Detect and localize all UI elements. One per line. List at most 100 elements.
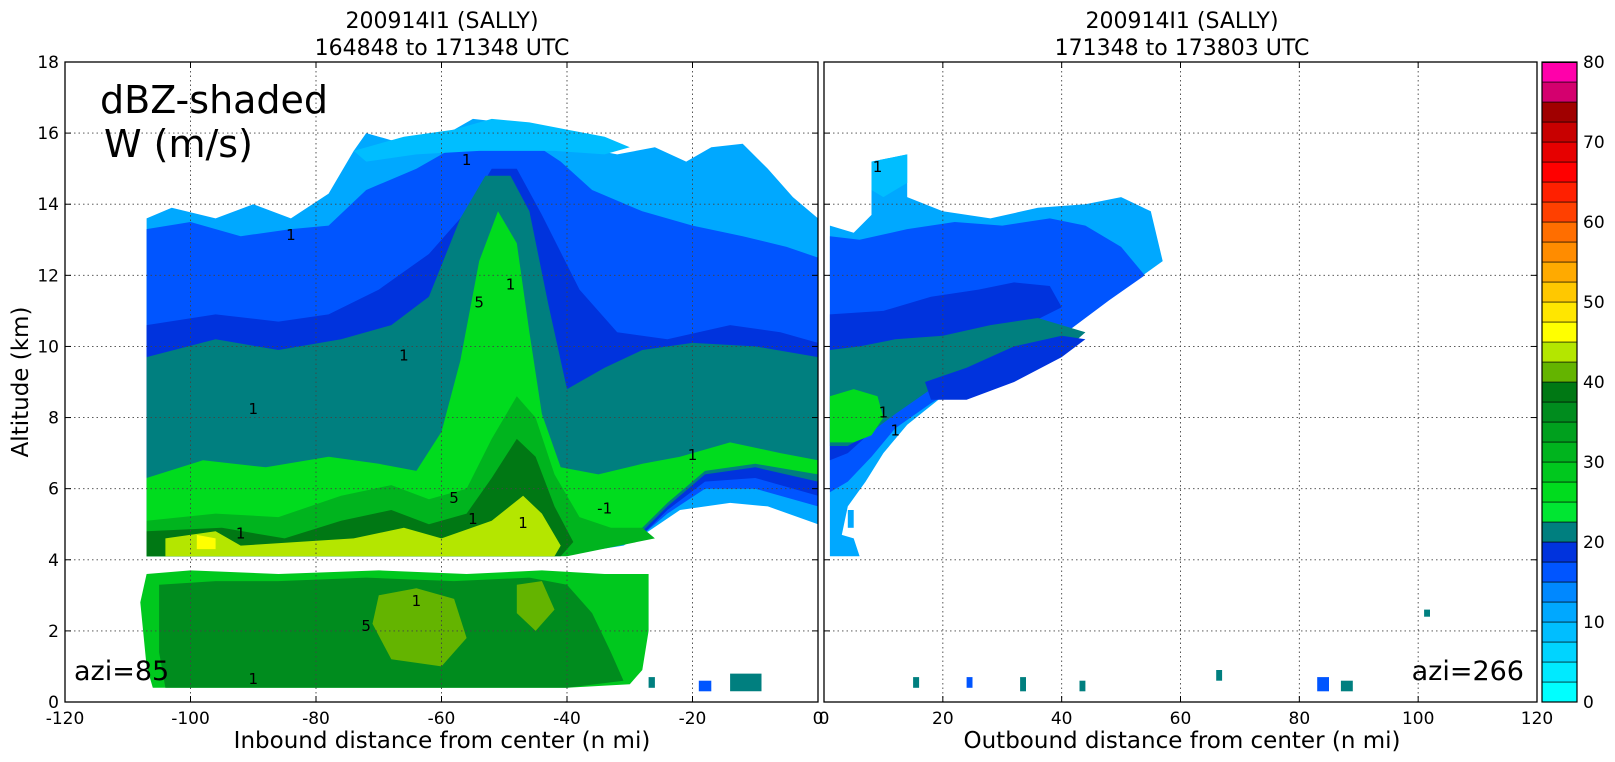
colorbar-cell	[1541, 681, 1578, 703]
colorbar-cell	[1541, 121, 1578, 143]
colorbar-cell	[1541, 461, 1578, 483]
right-x-tick-label: 0	[819, 709, 830, 729]
right-echo-region	[1079, 680, 1086, 692]
colorbar-tick-label: 40	[1583, 373, 1605, 393]
left-contour-label: 5	[474, 293, 484, 311]
colorbar-cell	[1541, 641, 1578, 663]
y-axis-label: Altitude (km)	[8, 307, 34, 458]
colorbar-cell	[1541, 161, 1578, 183]
colorbar-cell	[1541, 361, 1578, 383]
left-echo-region	[146, 211, 819, 557]
right-echo-region	[1424, 609, 1430, 617]
colorbar-cell	[1541, 261, 1578, 283]
outbound-x-axis-label: Outbound distance from center (n mi)	[964, 728, 1401, 754]
colorbar-ticks: 0 10 20 30 40 50 60 70 80	[1583, 53, 1605, 713]
left-contour-label: 1	[412, 592, 422, 610]
colorbar-cell	[1541, 501, 1578, 523]
left-contour-label: 1	[468, 510, 478, 528]
right-x-tick-label: 100	[1402, 709, 1434, 729]
right-x-tick-label: 120	[1521, 709, 1553, 729]
left-contour-label: 1	[506, 276, 516, 294]
colorbar-cell	[1541, 601, 1578, 623]
right-echo-region	[829, 389, 884, 443]
altitude-tick-label: 6	[48, 480, 59, 500]
right-echo-region	[925, 335, 1086, 400]
left-echo-region	[165, 495, 561, 557]
colorbar-cell	[1541, 301, 1578, 323]
altitude-tick-label: 10	[37, 337, 59, 357]
left-echo-region	[730, 673, 762, 692]
right-echo-region	[847, 510, 854, 528]
colorbar-tick-label: 80	[1583, 53, 1605, 73]
left-echo-region	[196, 534, 216, 550]
inbound-grid	[65, 62, 818, 702]
colorbar-cell	[1541, 421, 1578, 443]
colorbar-cell	[1541, 521, 1578, 543]
colorbar-cell	[1541, 181, 1578, 203]
outbound-grid	[824, 62, 1537, 702]
colorbar-cell	[1541, 241, 1578, 263]
altitude-tick-label: 16	[37, 124, 59, 144]
colorbar-cell	[1541, 81, 1578, 103]
left-contour-label: 1	[399, 347, 409, 365]
shading-annotation: dBZ-shaded	[100, 78, 328, 122]
left-x-tick-label: -100	[171, 709, 210, 729]
colorbar-cell	[1541, 541, 1578, 563]
inbound-title-line1: 200914I1 (SALLY)	[345, 9, 538, 34]
colorbar-cell	[1541, 341, 1578, 363]
outbound-x-ticks: 0 20 40 60 80 100 120	[819, 61, 1553, 729]
inbound-panel: 200914I1 (SALLY) 164848 to 171348 UTC 1 1…	[8, 9, 823, 754]
outbound-echo-layer	[829, 154, 1430, 692]
altitude-tick-label: 12	[37, 266, 59, 286]
left-contour-label: 5	[449, 489, 459, 507]
colorbar-cell	[1541, 101, 1578, 123]
right-x-tick-label: 60	[1170, 709, 1192, 729]
left-echo-region	[353, 118, 630, 162]
right-contour-label: 1	[873, 158, 883, 176]
left-x-tick-label: -60	[428, 709, 456, 729]
inbound-azimuth-label: azi=85	[74, 656, 169, 687]
right-echo-region	[913, 677, 920, 688]
right-echo-region	[1020, 677, 1026, 692]
left-contour-label: 1	[688, 446, 698, 464]
colorbar-tick-label: 30	[1583, 453, 1605, 473]
left-contour-label: 1	[248, 670, 258, 688]
left-contour-label: 1	[248, 400, 258, 418]
colorbar-cell	[1541, 141, 1578, 163]
right-x-tick-label: 20	[932, 709, 954, 729]
dbz-colorbar: 0 10 20 30 40 50 60 70 80	[1541, 53, 1605, 713]
altitude-tick-label: 14	[37, 195, 59, 215]
outbound-contour-labels: 111	[873, 158, 900, 439]
colorbar-cell	[1541, 401, 1578, 423]
left-echo-region	[648, 677, 655, 688]
left-echo-region	[372, 588, 467, 667]
altitude-tick-label: 4	[48, 551, 59, 571]
right-x-tick-label: 40	[1051, 709, 1073, 729]
colorbar-cells	[1541, 61, 1578, 703]
colorbar-cell	[1541, 661, 1578, 683]
outbound-title-line1: 200914I1 (SALLY)	[1085, 9, 1278, 34]
altitude-tick-label: 0	[48, 693, 59, 713]
left-contour-label: 1	[462, 151, 472, 169]
left-x-tick-label: -120	[46, 709, 85, 729]
left-contour-label: 1	[236, 524, 246, 542]
colorbar-cell	[1541, 201, 1578, 223]
right-x-tick-label: 80	[1289, 709, 1311, 729]
colorbar-cell	[1541, 441, 1578, 463]
altitude-ticks: 0 2 4 6 8 10 12 14 16 18	[37, 53, 818, 713]
colorbar-tick-label: 50	[1583, 293, 1605, 313]
colorbar-cell	[1541, 481, 1578, 503]
inbound-title-line2: 164848 to 171348 UTC	[315, 36, 570, 61]
left-echo-region	[698, 680, 712, 692]
colorbar-cell	[1541, 61, 1578, 83]
colorbar-cell	[1541, 581, 1578, 603]
colorbar-cell	[1541, 621, 1578, 643]
right-contour-label: 1	[879, 404, 889, 422]
colorbar-cell	[1541, 281, 1578, 303]
inbound-x-axis-label: Inbound distance from center (n mi)	[234, 728, 651, 754]
colorbar-cell	[1541, 321, 1578, 343]
left-echo-region	[146, 438, 574, 557]
left-x-tick-label: -80	[302, 709, 330, 729]
